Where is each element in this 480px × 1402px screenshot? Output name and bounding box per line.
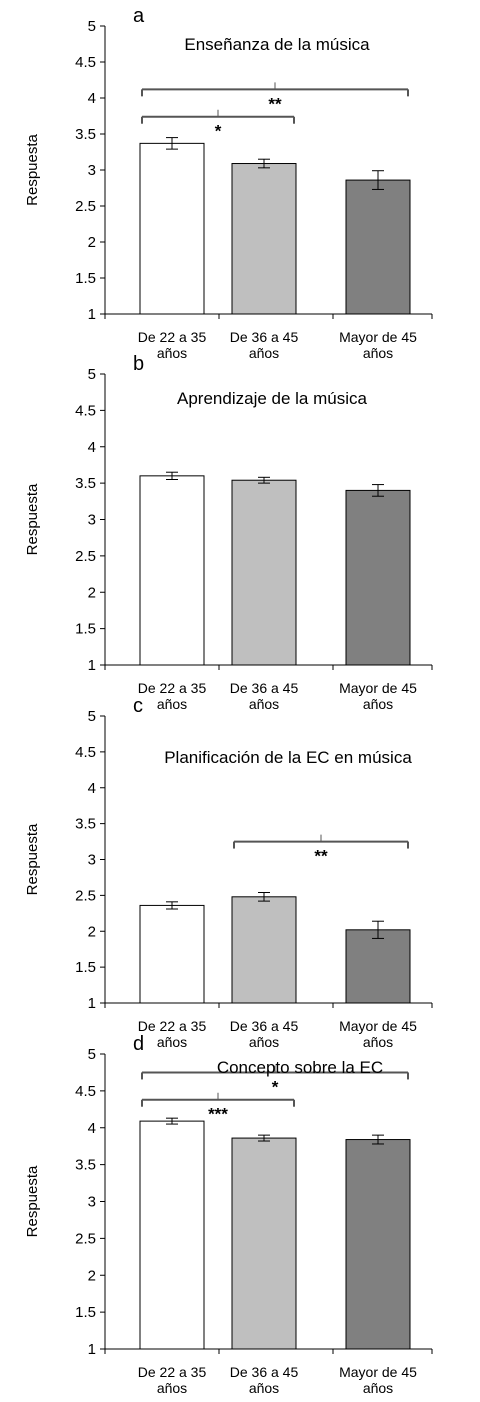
y-tick-label: 4.5	[75, 402, 96, 419]
chart-title: Concepto sobre la EC	[217, 1058, 383, 1077]
y-tick-label: 1.5	[75, 621, 96, 638]
x-tick-label: De 22 a 35	[138, 1364, 207, 1380]
y-tick-label: 1	[88, 995, 96, 1012]
y-tick-label: 5	[88, 708, 96, 725]
x-tick-label: años	[157, 1380, 187, 1396]
y-axis-label: Respuesta	[24, 483, 41, 555]
y-tick-label: 1	[88, 657, 96, 674]
y-tick-label: 2	[88, 923, 96, 940]
bar	[139, 475, 205, 666]
x-tick-label: años	[363, 345, 393, 361]
significance-label: *	[215, 122, 222, 141]
x-tick-label: años	[157, 345, 187, 361]
bar	[345, 179, 411, 315]
significance-label: *	[272, 1077, 279, 1096]
y-tick-label: 1	[88, 1341, 96, 1358]
x-tick-label: De 36 a 45	[230, 1364, 299, 1380]
x-tick-label: años	[249, 1034, 279, 1050]
x-tick-label: años	[157, 1034, 187, 1050]
significance-label: **	[268, 94, 282, 113]
y-tick-label: 3.5	[75, 475, 96, 492]
panel-letter: d	[133, 1033, 144, 1055]
bar	[139, 142, 205, 315]
bar	[231, 1137, 297, 1350]
chart-title: Planificación de la EC en música	[164, 748, 412, 767]
y-tick-label: 2.5	[75, 887, 96, 904]
y-tick-label: 1.5	[75, 1304, 96, 1321]
y-axis-label: Respuesta	[24, 133, 41, 205]
y-tick-label: 3	[88, 162, 96, 179]
x-tick-label: años	[157, 696, 187, 712]
significance-label: ***	[208, 1105, 228, 1124]
x-tick-label: Mayor de 45	[339, 680, 417, 696]
y-tick-label: 3	[88, 1194, 96, 1211]
bar	[345, 1139, 411, 1350]
y-tick-label: 1.5	[75, 270, 96, 287]
x-tick-label: De 22 a 35	[138, 680, 207, 696]
y-tick-label: 2.5	[75, 548, 96, 565]
x-tick-label: años	[363, 1034, 393, 1050]
y-tick-label: 3	[88, 512, 96, 529]
x-tick-label: años	[363, 1380, 393, 1396]
x-tick-label: De 36 a 45	[230, 1018, 299, 1034]
y-tick-label: 2	[88, 584, 96, 601]
panel-letter: a	[133, 5, 145, 27]
y-tick-label: 3	[88, 852, 96, 869]
y-tick-label: 3.5	[75, 126, 96, 143]
y-tick-label: 4.5	[75, 1083, 96, 1100]
bar	[345, 929, 411, 1004]
x-tick-label: años	[249, 345, 279, 361]
y-tick-label: 4.5	[75, 54, 96, 71]
y-tick-label: 4	[88, 1120, 96, 1137]
y-tick-label: 1.5	[75, 959, 96, 976]
x-tick-label: De 22 a 35	[138, 1018, 207, 1034]
significance-label: **	[314, 847, 328, 866]
x-tick-label: años	[249, 696, 279, 712]
bar	[231, 896, 297, 1004]
y-tick-label: 2.5	[75, 1230, 96, 1247]
y-tick-label: 3.5	[75, 816, 96, 833]
y-tick-label: 2	[88, 234, 96, 251]
y-tick-label: 5	[88, 18, 96, 35]
bar	[139, 1120, 205, 1350]
chart-title: Aprendizaje de la música	[177, 389, 367, 408]
x-tick-label: Mayor de 45	[339, 329, 417, 345]
bar	[231, 163, 297, 315]
y-axis-label: Respuesta	[24, 823, 41, 895]
y-tick-label: 5	[88, 366, 96, 383]
bar	[139, 904, 205, 1004]
x-tick-label: De 22 a 35	[138, 329, 207, 345]
panel-letter: c	[133, 695, 143, 717]
y-tick-label: 4	[88, 780, 96, 797]
x-tick-label: Mayor de 45	[339, 1364, 417, 1380]
panel-letter: b	[133, 353, 144, 375]
y-tick-label: 4.5	[75, 744, 96, 761]
chart-title: Enseñanza de la música	[184, 35, 370, 54]
x-tick-label: De 36 a 45	[230, 680, 299, 696]
y-tick-label: 1	[88, 306, 96, 323]
bar	[345, 489, 411, 666]
y-axis-label: Respuesta	[24, 1165, 41, 1237]
y-tick-label: 5	[88, 1046, 96, 1063]
bar	[231, 479, 297, 666]
x-tick-label: Mayor de 45	[339, 1018, 417, 1034]
y-tick-label: 2.5	[75, 198, 96, 215]
x-tick-label: años	[363, 696, 393, 712]
y-tick-label: 4	[88, 439, 96, 456]
y-tick-label: 3.5	[75, 1157, 96, 1174]
x-tick-label: De 36 a 45	[230, 329, 299, 345]
x-tick-label: años	[249, 1380, 279, 1396]
y-tick-label: 2	[88, 1267, 96, 1284]
y-tick-label: 4	[88, 90, 96, 107]
